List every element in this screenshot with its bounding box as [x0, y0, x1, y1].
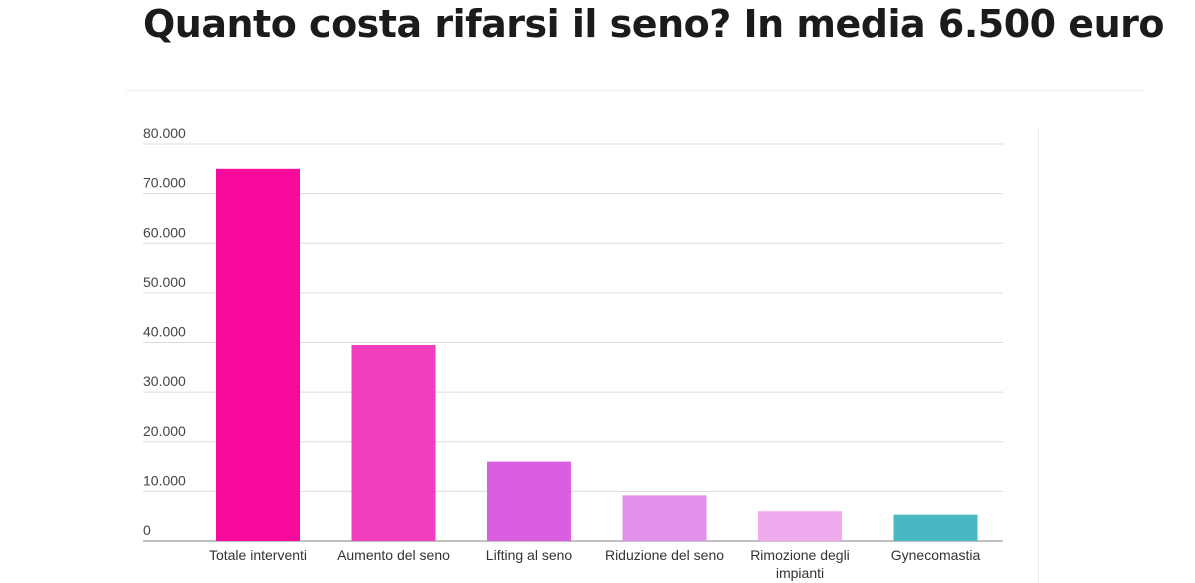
chart-tick-labels: 0 10.000 20.000 30.000 40.000 50.000 60.000 70.… — [143, 125, 980, 581]
bar — [893, 514, 978, 541]
bar — [487, 461, 571, 541]
x-tick-label: Aumento del seno — [337, 547, 450, 563]
x-tick-label: Totale interventi — [209, 547, 307, 563]
header-divider — [126, 90, 1144, 91]
x-tick-label: Lifting al seno — [486, 547, 573, 563]
y-tick-label: 20.000 — [143, 423, 186, 439]
y-tick-label: 40.000 — [143, 324, 186, 340]
y-tick-label: 70.000 — [143, 175, 186, 191]
bar — [216, 168, 300, 541]
x-tick-label: Riduzione del seno — [605, 547, 724, 563]
sidebar-divider — [1038, 126, 1039, 583]
y-tick-label: 50.000 — [143, 274, 186, 290]
y-tick-label: 0 — [143, 522, 151, 538]
page-title: Quanto costa rifarsi il seno? In media 6… — [143, 2, 1164, 46]
chart-bars — [216, 168, 978, 541]
bar — [758, 511, 842, 541]
y-tick-label: 60.000 — [143, 224, 186, 240]
bar — [622, 495, 707, 541]
bar — [351, 344, 436, 541]
y-tick-label: 10.000 — [143, 472, 186, 488]
y-tick-label: 30.000 — [143, 373, 186, 389]
x-tick-label: Gynecomastia — [891, 547, 981, 563]
y-tick-label: 80.000 — [143, 125, 186, 141]
x-tick-label: Rimozione degli impianti — [750, 547, 850, 581]
